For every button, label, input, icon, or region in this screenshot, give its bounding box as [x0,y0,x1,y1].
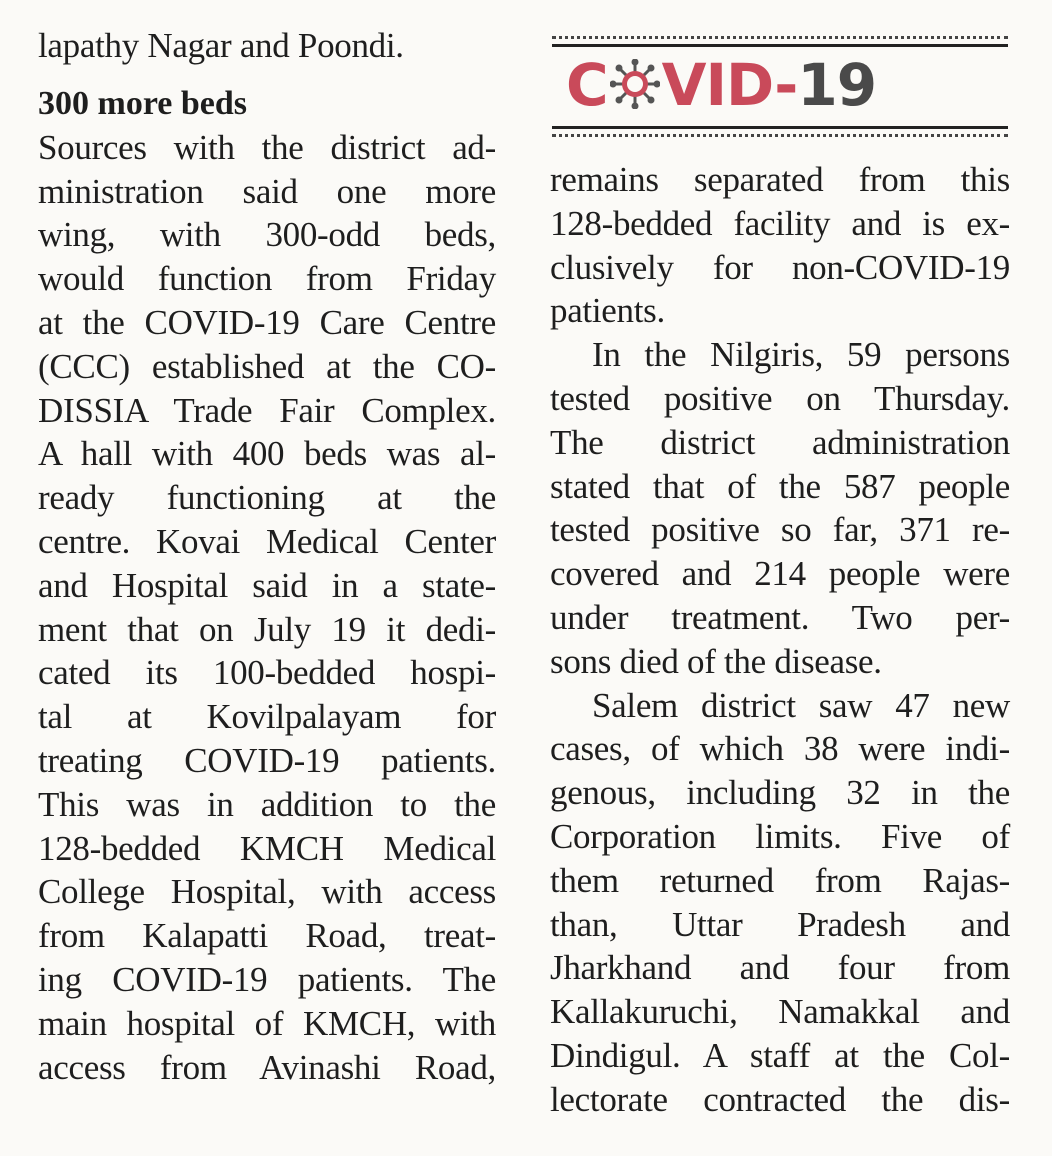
text-line: Kallakuruchi, Namakkal and [550,992,1010,1032]
text-line: cated its 100-bedded hospi- [38,653,496,693]
text-line: Corporation limits. Five of [550,816,1010,856]
left-body-text: Sources with the district ad-ministratio… [38,126,496,1090]
text-line: main hospital of KMCH, with [38,1003,496,1043]
right-column: remains separated from this 128-bedded fa… [550,158,1010,1122]
text-line: This was in addition to the [38,784,496,824]
lead-line: lapathy Nagar and Poondi. [38,26,404,65]
text-line: cases, of which 38 were indi- [550,729,1010,769]
text-line: sons died of the disease. [550,641,882,681]
divider [552,134,1008,137]
text-line: A hall with 400 beds was al- [38,434,496,474]
text-line: Salem district saw 47 new [592,685,1010,725]
text-line: centre. Kovai Medical Center [38,521,496,561]
text-line: treating COVID-19 patients. [38,740,496,780]
text-line: Jharkhand and four from [550,948,1010,988]
text-line: access from Avinashi Road, [38,1047,496,1087]
text-line: lectorate contracted the dis- [550,1079,1010,1119]
text-line: tested positive so far, 371 re- [550,510,1010,550]
text-line: ment that on July 19 it dedi- [38,609,496,649]
text-line: College Hospital, with access [38,872,496,912]
text-line: them returned from Rajas- [550,860,1010,900]
text-line: In the Nilgiris, 59 persons [592,335,1010,375]
text-line: than, Uttar Pradesh and [550,904,1010,944]
text-line: at the COVID-19 Care Centre [38,302,496,342]
text-line: covered and 214 people were [550,554,1010,594]
text-line: ing COVID-19 patients. The [38,959,496,999]
text-line: The district administration [550,422,1010,462]
text-line: remains separated from this [550,160,1010,199]
text-line: Dindigul. A staff at the Col- [550,1035,1010,1075]
text-line: DISSIA Trade Fair Complex. [38,390,496,430]
virus-icon [609,59,660,109]
text-line: 128-bedded KMCH Medical [38,828,496,868]
text-line: (CCC) established at the CO- [38,346,496,386]
text-line: Sources with the district ad- [38,127,496,167]
logo-text: C VID-19 [566,51,877,119]
text-line: from Kalapatti Road, treat- [38,916,496,956]
text-line: tested positive on Thursday. [550,378,1010,418]
text-line: patients. [550,291,665,331]
text-line: genous, including 32 in the [550,773,1010,813]
text-line: tal at Kovilpalayam for [38,697,496,737]
text-line: and Hospital said in a state- [38,565,496,605]
text-line: clusively for non-COVID-19 [550,247,1010,287]
text-line: wing, with 300-odd beds, [38,215,496,255]
text-line: ministration said one more [38,171,496,211]
text-line: would function from Friday [38,259,496,299]
divider [552,44,1008,47]
divider [552,36,1008,39]
text-line: stated that of the 587 people [550,466,1010,506]
divider [552,126,1008,129]
text-line: 128-bedded facility and is ex- [550,203,1010,243]
covid-19-logo: C VID-19 [552,34,1008,140]
text-line: ready functioning at the [38,478,496,518]
section-heading: 300 more beds [38,84,248,122]
left-column: lapathy Nagar and Poondi. 300 more beds … [38,24,496,1089]
text-line: under treatment. Two per- [550,597,1010,637]
